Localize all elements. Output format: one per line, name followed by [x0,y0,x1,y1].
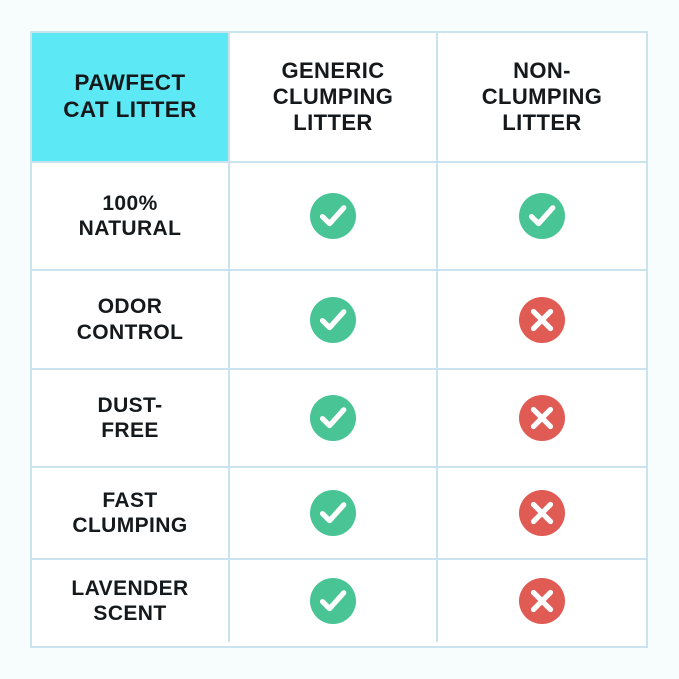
cross-circle-icon [518,394,566,442]
feature-cell: LAVENDER SCENT [32,560,230,642]
column-header-label: GENERIC CLUMPING LITTER [272,58,394,135]
value-cell-non-clumping [438,560,646,642]
feature-cell: FAST CLUMPING [32,468,230,558]
brand-header-cell: PAWFECT CAT LITTER [32,33,230,161]
value-cell-generic [230,468,438,558]
table-row: 100% NATURAL [32,163,646,271]
table-row: DUST- FREE [32,370,646,468]
value-cell-generic [230,370,438,466]
check-circle-icon [309,296,357,344]
feature-label: LAVENDER SCENT [71,576,189,625]
column-header-non-clumping: NON- CLUMPING LITTER [438,33,646,161]
feature-cell: 100% NATURAL [32,163,230,269]
value-cell-non-clumping [438,468,646,558]
value-cell-non-clumping [438,370,646,466]
value-cell-generic [230,163,438,269]
column-header-generic-clumping: GENERIC CLUMPING LITTER [230,33,438,161]
value-cell-generic [230,560,438,642]
feature-cell: DUST- FREE [32,370,230,466]
cross-circle-icon [518,577,566,625]
brand-header-label: PAWFECT CAT LITTER [63,70,197,122]
check-circle-icon [309,192,357,240]
feature-label: DUST- FREE [97,393,163,442]
feature-label: FAST CLUMPING [72,488,188,537]
cross-circle-icon [518,296,566,344]
comparison-table: PAWFECT CAT LITTER GENERIC CLUMPING LITT… [30,31,648,648]
cross-circle-icon [518,489,566,537]
table-row: FAST CLUMPING [32,468,646,560]
table-row: ODOR CONTROL [32,271,646,370]
feature-label: ODOR CONTROL [76,295,184,344]
value-cell-non-clumping [438,163,646,269]
table-row: LAVENDER SCENT [32,560,646,642]
check-circle-icon [518,192,566,240]
check-circle-icon [309,394,357,442]
feature-label: 100% NATURAL [78,191,182,240]
check-circle-icon [309,489,357,537]
feature-cell: ODOR CONTROL [32,271,230,368]
column-header-label: NON- CLUMPING LITTER [481,58,603,135]
check-circle-icon [309,577,357,625]
table-header-row: PAWFECT CAT LITTER GENERIC CLUMPING LITT… [32,33,646,163]
value-cell-generic [230,271,438,368]
value-cell-non-clumping [438,271,646,368]
